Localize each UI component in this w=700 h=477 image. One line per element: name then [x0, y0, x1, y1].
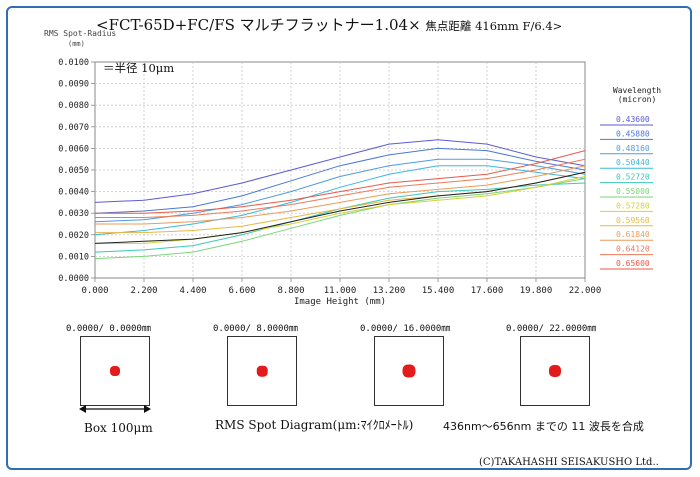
y-tick-label: 0.0030 — [58, 209, 89, 219]
x-tick-label: 13.200 — [373, 286, 406, 296]
x-tick-label: 15.400 — [422, 286, 455, 296]
spot-dot — [110, 366, 120, 376]
spot-dot — [549, 365, 561, 377]
y-tick-label: 0.0060 — [58, 144, 89, 154]
y-tick-label: 0.0050 — [58, 166, 89, 176]
legend-label: 0.55000 — [616, 187, 650, 196]
series-line — [95, 158, 586, 218]
legend-label: 0.45880 — [616, 129, 650, 138]
spot-dot — [402, 364, 416, 378]
wavelength-synthesis-caption: 436nm～656nm までの 11 波長を合成 — [443, 420, 644, 433]
legend-label: 0.50440 — [616, 158, 650, 167]
spot-box — [80, 336, 150, 406]
series-line — [94, 171, 586, 244]
x-tick-label: 2.200 — [130, 286, 157, 296]
spot-dot — [256, 365, 268, 377]
legend-label: 0.61840 — [616, 230, 650, 239]
x-tick-label: 19.800 — [520, 286, 553, 296]
box-size-arrow — [79, 405, 151, 413]
y-tick-label: 0.0100 — [58, 58, 89, 68]
legend-label: 0.59560 — [616, 216, 650, 225]
legend-label: 0.43600 — [616, 115, 650, 124]
chart-title-sub: 焦点距離 416mm F/6.4> — [425, 19, 563, 33]
spot-field-coordinate: 0.0000/ 8.0000㎜ — [213, 324, 298, 334]
y-tick-label: 0.0040 — [58, 188, 89, 198]
series-line — [94, 178, 586, 260]
radius-annotation: ＝半径 10μm — [103, 61, 174, 75]
spot-box — [227, 336, 297, 406]
legend-unit: (micron) — [618, 95, 657, 104]
y-tick-label: 0.0020 — [58, 231, 89, 241]
legend-label: 0.48160 — [616, 144, 650, 153]
legend-label: 0.64120 — [616, 245, 650, 254]
series-line — [94, 147, 586, 214]
spot-field-coordinate: 0.0000/ 16.0000㎜ — [360, 324, 451, 334]
spot-box — [374, 336, 444, 406]
x-tick-label: 17.600 — [471, 286, 504, 296]
legend-label: 0.65600 — [616, 259, 650, 268]
y-axis-title: RMS Spot-Radius — [44, 29, 116, 38]
legend-label: 0.57280 — [616, 201, 650, 210]
y-tick-label: 0.0000 — [58, 274, 89, 284]
chart-title-main: <FCT-65D+FC/FS マルチフラットナー1.04× — [96, 16, 421, 34]
y-tick-label: 0.0070 — [58, 123, 89, 133]
series-line — [94, 139, 586, 203]
series-line — [94, 165, 586, 236]
spot-field-coordinate: 0.0000/ 0.0000㎜ — [66, 324, 151, 334]
copyright-text: (C)TAKAHASHI SEISAKUSHO Ltd.. — [479, 457, 659, 468]
chart-title: <FCT-65D+FC/FS マルチフラットナー1.04× 焦点距離 416mm… — [96, 14, 562, 35]
y-axis-unit: (mm) — [68, 40, 85, 48]
spot-field-coordinate: 0.0000/ 22.0000㎜ — [506, 324, 597, 334]
spot-box — [520, 336, 590, 406]
y-tick-label: 0.0090 — [58, 80, 89, 90]
x-tick-label: 11.000 — [324, 286, 357, 296]
legend-title: Wavelength — [613, 86, 661, 95]
spot-diagram-caption: RMS Spot Diagram(μm:ﾏｲｸﾛﾒｰﾄﾙ) — [215, 418, 414, 432]
x-tick-label: 8.800 — [277, 286, 304, 296]
x-axis-title: Image Height (mm) — [294, 297, 386, 307]
x-tick-label: 6.600 — [228, 286, 255, 296]
series-line — [95, 150, 586, 214]
x-tick-label: 22.000 — [569, 286, 602, 296]
x-tick-label: 0.000 — [81, 286, 108, 296]
legend-label: 0.52720 — [616, 173, 650, 182]
series-line — [94, 158, 586, 223]
series-line — [95, 165, 586, 225]
y-tick-label: 0.0010 — [58, 252, 89, 262]
x-tick-label: 4.400 — [179, 286, 206, 296]
series-line — [95, 176, 586, 244]
rms-spot-radius-chart: 0.0000 0.0010 0.0020 0.0030 0.0040 0.0050 0.00… — [44, 29, 661, 307]
box-size-caption: Box 100μm — [84, 421, 153, 435]
y-tick-label: 0.0080 — [58, 101, 89, 111]
